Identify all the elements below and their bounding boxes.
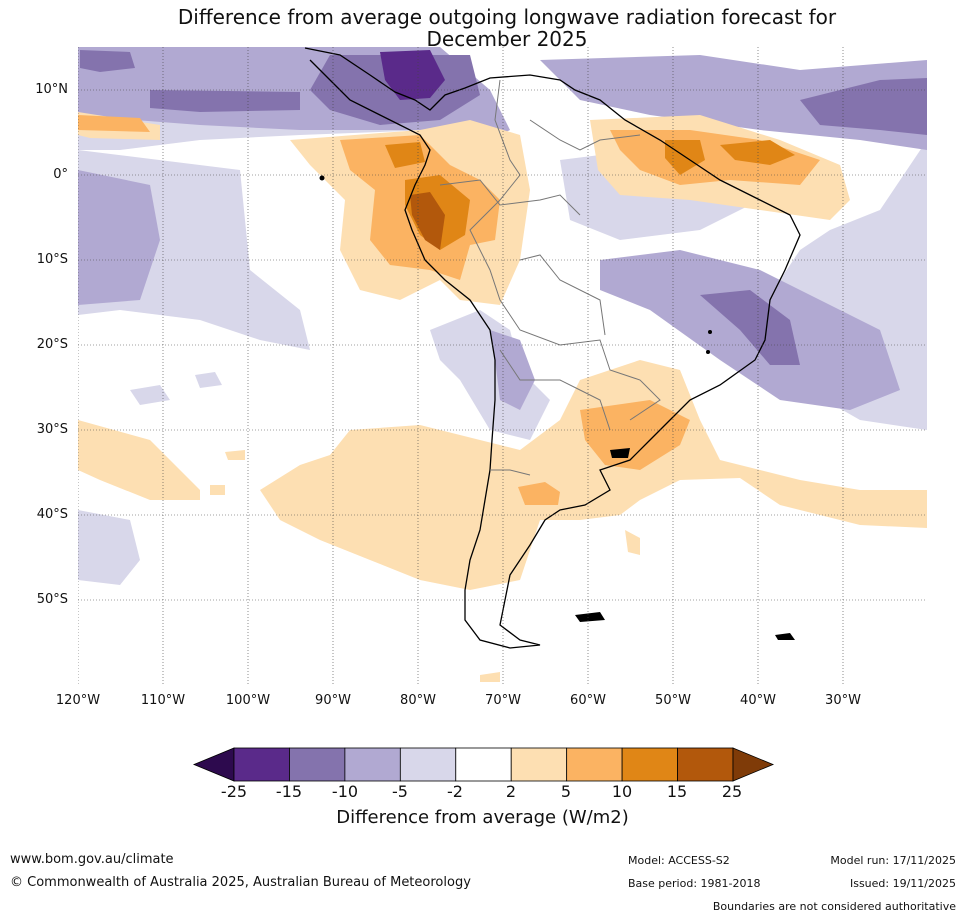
colorbar-tick-label: -25	[220, 782, 248, 801]
lat-label-0: 0°	[53, 167, 68, 182]
footer-disclaimer: Boundaries are not considered authoritat…	[712, 900, 956, 913]
colorbar-swatch	[233, 747, 290, 782]
chart-title-line-1: Difference from average outgoing longwav…	[177, 5, 837, 29]
colorbar-swatch	[566, 747, 623, 782]
colorbar	[192, 747, 775, 782]
lat-label-10n: 10°N	[35, 82, 68, 97]
colorbar-swatch	[510, 747, 568, 782]
colorbar-tick-label: 25	[721, 782, 743, 801]
chart-title-line-2: December 2025	[426, 27, 588, 51]
lon-label-30w: 30°W	[825, 693, 861, 708]
lon-label-50w: 50°W	[655, 693, 691, 708]
colorbar-title: Difference from average (W/m2)	[336, 807, 629, 828]
footer-issued: Issued: 19/11/2025	[849, 877, 956, 890]
anomaly-deep-purple	[380, 50, 445, 100]
colorbar-swatch	[677, 747, 734, 782]
lat-label-30s: 30°S	[36, 422, 68, 437]
lat-label-10s: 10°S	[36, 252, 68, 267]
lon-label-60w: 60°W	[570, 693, 606, 708]
lat-label-50s: 50°S	[36, 592, 68, 607]
lon-label-40w: 40°W	[740, 693, 776, 708]
country-borders	[439, 79, 661, 476]
footer-model: Model: ACCESS-S2	[628, 854, 730, 867]
colorbar-tick-label: 5	[560, 782, 572, 801]
colorbar-tick-label: -5	[392, 782, 408, 801]
map-area	[78, 47, 927, 685]
colorbar-swatch	[289, 747, 346, 782]
colorbar-swatch	[344, 747, 401, 782]
colorbar-extend-low	[192, 747, 235, 782]
anomaly-darkest-orange	[410, 192, 445, 250]
graticule	[78, 47, 927, 685]
colorbar-tick-label: -2	[447, 782, 463, 801]
colorbar-tick-label: 15	[666, 782, 688, 801]
footer-model-run: Model run: 17/11/2025	[830, 854, 956, 867]
lon-label-110w: 110°W	[140, 693, 186, 708]
lon-label-80w: 80°W	[400, 693, 436, 708]
footer-website: www.bom.gov.au/climate	[10, 852, 174, 867]
islands	[319, 175, 795, 640]
colorbar-extend-high	[732, 747, 775, 782]
footer-copyright: © Commonwealth of Australia 2025, Austra…	[10, 875, 471, 890]
footer-base-period: Base period: 1981-2018	[628, 877, 761, 890]
lat-label-20s: 20°S	[36, 337, 68, 352]
lon-label-100w: 100°W	[225, 693, 271, 708]
colorbar-swatch	[621, 747, 678, 782]
lat-label-40s: 40°S	[36, 507, 68, 522]
colorbar-swatch	[399, 747, 457, 782]
lon-label-70w: 70°W	[485, 693, 521, 708]
colorbar-tick-label: -15	[275, 782, 303, 801]
lon-label-90w: 90°W	[315, 693, 351, 708]
colorbar-swatch	[455, 747, 512, 782]
colorbar-tick-label: -10	[331, 782, 359, 801]
lon-label-120w: 120°W	[55, 693, 101, 708]
colorbar-tick-label: 10	[611, 782, 633, 801]
colorbar-tick-label: 2	[505, 782, 517, 801]
